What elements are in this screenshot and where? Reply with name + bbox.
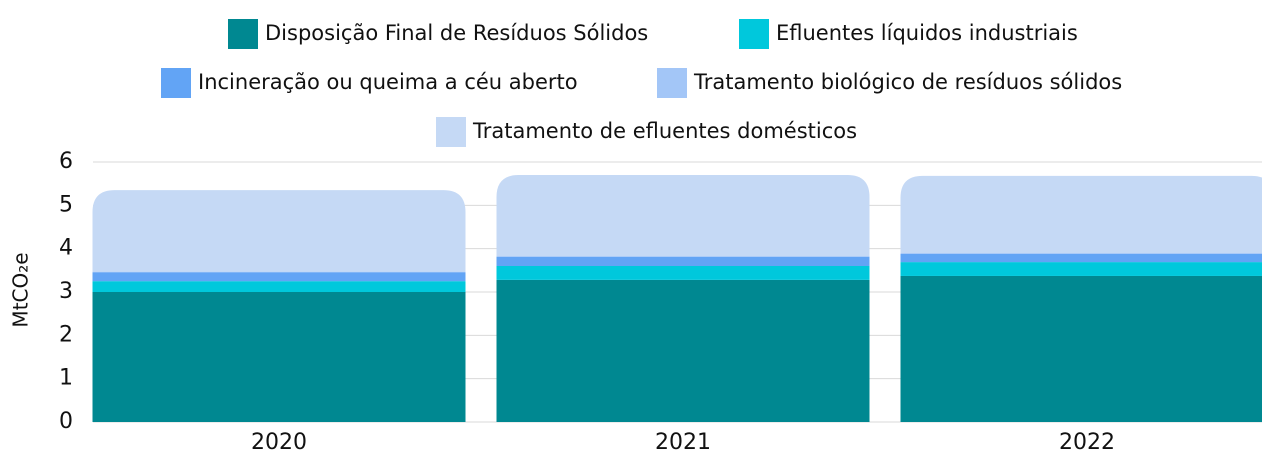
legend-swatch [161, 68, 191, 98]
legend-swatch [739, 19, 769, 49]
bar-segment [900, 253, 1262, 263]
bar-segment [496, 175, 870, 257]
y-tick-label: 0 [59, 409, 73, 434]
bar-segment [92, 272, 466, 282]
bar-segment [92, 292, 466, 422]
bar-segment [92, 271, 466, 273]
y-tick-label: 2 [59, 322, 73, 347]
bar-segment [496, 256, 870, 266]
bar-segment [92, 190, 466, 272]
legend-label: Efluentes líquidos industriais [776, 21, 1078, 45]
legend-swatch [228, 19, 258, 49]
y-tick-label: 4 [59, 236, 73, 261]
bar-segment [900, 175, 1262, 253]
legend-swatch [436, 117, 466, 147]
bar-segment [496, 256, 870, 257]
y-axis-label: MtCO₂e [9, 252, 33, 327]
x-tick-label: 2020 [251, 430, 307, 455]
legend-label: Tratamento biológico de resíduos sólidos [693, 70, 1122, 94]
x-tick-label: 2021 [655, 430, 711, 455]
legend-label: Incineração ou queima a céu aberto [198, 70, 578, 94]
x-tick-label: 2022 [1059, 430, 1115, 455]
y-tick-label: 6 [59, 149, 73, 174]
legend-label: Disposição Final de Resíduos Sólidos [265, 21, 648, 45]
bar-segment [496, 266, 870, 280]
bar-segment [900, 262, 1262, 276]
legend-label: Tratamento de efluentes domésticos [472, 119, 857, 143]
bar-segment [496, 279, 870, 422]
y-tick-label: 1 [59, 366, 73, 391]
y-tick-label: 5 [59, 192, 73, 217]
legend-swatch [657, 68, 687, 98]
bar-segment [900, 253, 1262, 254]
y-tick-label: 3 [59, 279, 73, 304]
bar-segment [900, 275, 1262, 422]
bar-segment [92, 281, 466, 292]
